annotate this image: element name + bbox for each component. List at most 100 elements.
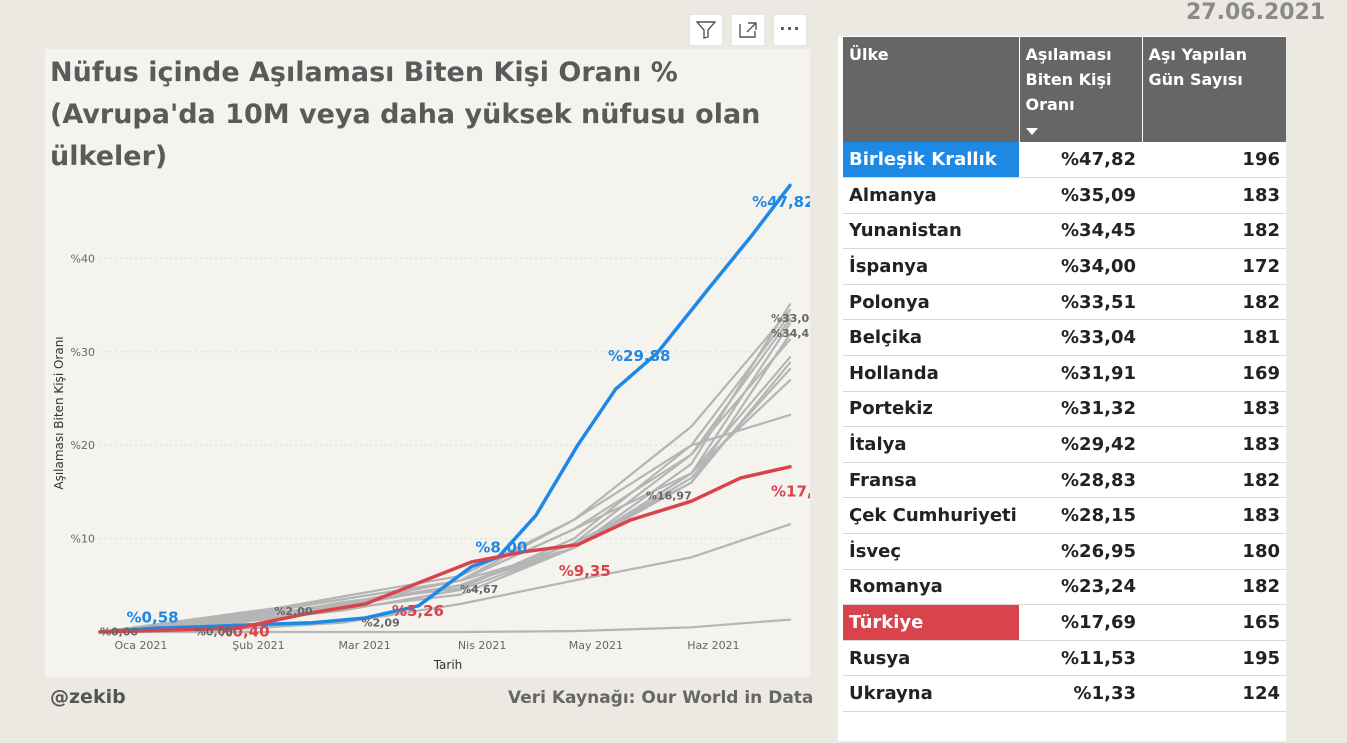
other-country-lines [98,303,792,634]
annotation-label: %34,45 [771,327,810,340]
annotation-label: %0,00 [195,626,234,639]
table-row[interactable]: İsveç %26,95 180 [843,533,1286,570]
country-cell: Almanya [843,177,1019,214]
rate-cell: %26,95 [1019,533,1142,570]
table-row[interactable]: Portekiz %31,32 183 [843,391,1286,428]
highlighted-country-lines [98,183,792,634]
data-source: Veri Kaynağı: Our World in Data [508,688,814,708]
y-tick-label: %40 [71,252,95,265]
table-row[interactable]: Hollanda %31,91 169 [843,355,1286,392]
days-cell: 183 [1142,426,1286,463]
line-annotations: %47,82 %29,88 %8,00 %0,58 %17,69 %9,35 %5,26 %0… [100,193,810,641]
country-cell: İsveç [843,533,1019,570]
days-cell: 182 [1142,569,1286,606]
table-row[interactable]: İspanya %34,00 172 [843,248,1286,285]
chart-title: Nüfus içinde Aşılaması Biten Kişi Oranı … [50,57,761,172]
rate-cell: %34,45 [1019,213,1142,250]
column-header-days[interactable]: Aşı Yapılan Gün Sayısı [1142,37,1286,142]
series-line-birleşik-krallık [98,183,792,634]
table-row[interactable]: Polonya %33,51 182 [843,284,1286,321]
days-cell: 195 [1142,640,1286,677]
annotation-label: %47,82 [752,193,810,211]
table-row[interactable]: Çek Cumhuriyeti %28,15 183 [843,497,1286,535]
rate-cell: %11,53 [1019,640,1142,677]
rate-cell: %34,00 [1019,248,1142,285]
focus-mode-icon[interactable] [731,14,765,46]
series-line-çek-cumhuriyeti [98,368,792,634]
column-header-rate[interactable]: Aşılaması Biten Kişi Oranı [1019,37,1143,142]
x-tick-label: Nis 2021 [458,639,507,652]
country-cell: Birleşik Krallık [843,142,1019,179]
table-row[interactable]: Fransa %28,83 182 [843,462,1286,499]
rate-cell: %28,15 [1019,497,1142,535]
rate-cell: %17,69 [1019,604,1142,641]
days-cell: 183 [1142,177,1286,214]
x-tick-label: Mar 2021 [339,639,391,652]
country-table: Ülke Aşılaması Biten Kişi Oranı Aşı Yapı… [843,37,1286,712]
days-cell: 183 [1142,391,1286,428]
filter-icon[interactable] [689,14,723,46]
table-row[interactable]: Yunanistan %34,45 182 [843,213,1286,250]
series-line-ukrayna [98,618,792,634]
table-row[interactable]: Almanya %35,09 183 [843,177,1286,214]
annotation-label: %0,40 [218,623,270,641]
author-handle: @zekib [50,686,126,708]
annotation-label: %8,00 [475,539,527,557]
days-cell: 169 [1142,355,1286,392]
days-cell: 182 [1142,284,1286,321]
rate-cell: %1,33 [1019,675,1142,712]
x-tick-label: May 2021 [569,639,623,652]
annotation-label: %0,00 [100,626,139,639]
series-line-türkiye [98,465,792,634]
y-tick-label: %10 [71,533,95,546]
series-line-i-sveç [98,379,792,634]
days-cell: 172 [1142,248,1286,285]
days-cell: 182 [1142,213,1286,250]
x-axis-title: Tarih [433,658,463,672]
table-row[interactable]: Romanya %23,24 182 [843,569,1286,606]
table-row[interactable]: İtalya %29,42 183 [843,426,1286,463]
annotation-label: %16,97 [646,489,692,502]
column-header-country[interactable]: Ülke [843,37,1020,142]
country-cell: Hollanda [843,355,1019,392]
annotation-label: %33,04 [771,312,810,325]
country-cell: Çek Cumhuriyeti [843,497,1019,535]
rate-cell: %35,09 [1019,177,1142,214]
table-row[interactable]: Ukrayna %1,33 124 [843,675,1286,712]
annotation-label: %2,00 [274,605,313,618]
table-row[interactable]: Belçika %33,04 181 [843,319,1286,357]
annotation-label: %0,58 [127,609,179,627]
days-cell: 183 [1142,497,1286,535]
column-header-rate-label: Aşılaması Biten Kişi Oranı [1025,45,1112,114]
country-cell: Romanya [843,569,1019,606]
table-row[interactable]: Birleşik Krallık %47,82 196 [843,142,1286,179]
country-cell: İtalya [843,426,1019,463]
x-axis-ticks: Oca 2021 Şub 2021 Mar 2021 Nis 2021 May 2021… [114,639,739,652]
country-cell: Polonya [843,284,1019,321]
more-options-icon[interactable]: ··· [773,14,807,46]
table-row[interactable]: Rusya %11,53 195 [843,640,1286,677]
y-axis-ticks: %10 %20 %30 %40 [71,252,95,545]
grid-lines [100,257,790,540]
rate-cell: %33,51 [1019,284,1142,321]
annotation-label: %9,35 [559,562,611,580]
series-line-romanya [98,413,792,634]
annotation-label: %5,26 [392,602,444,620]
country-cell: Ukrayna [843,675,1019,712]
annotation-label: %29,88 [608,347,670,365]
rate-cell: %31,91 [1019,355,1142,392]
report-date: 27.06.2021 [1186,0,1326,25]
annotation-label: %17,69 [771,483,810,501]
rate-cell: %23,24 [1019,569,1142,606]
annotation-label: %4,67 [460,583,498,596]
x-tick-label: Şub 2021 [232,639,284,652]
days-cell: 180 [1142,533,1286,570]
days-cell: 182 [1142,462,1286,499]
country-cell: Portekiz [843,391,1019,428]
y-tick-label: %20 [71,439,95,452]
country-cell: Türkiye [843,604,1019,641]
annotation-label: %2,09 [362,616,400,629]
table-row[interactable]: Türkiye %17,69 165 [843,604,1286,641]
sort-descending-icon [1025,128,1038,135]
country-cell: Fransa [843,462,1019,499]
